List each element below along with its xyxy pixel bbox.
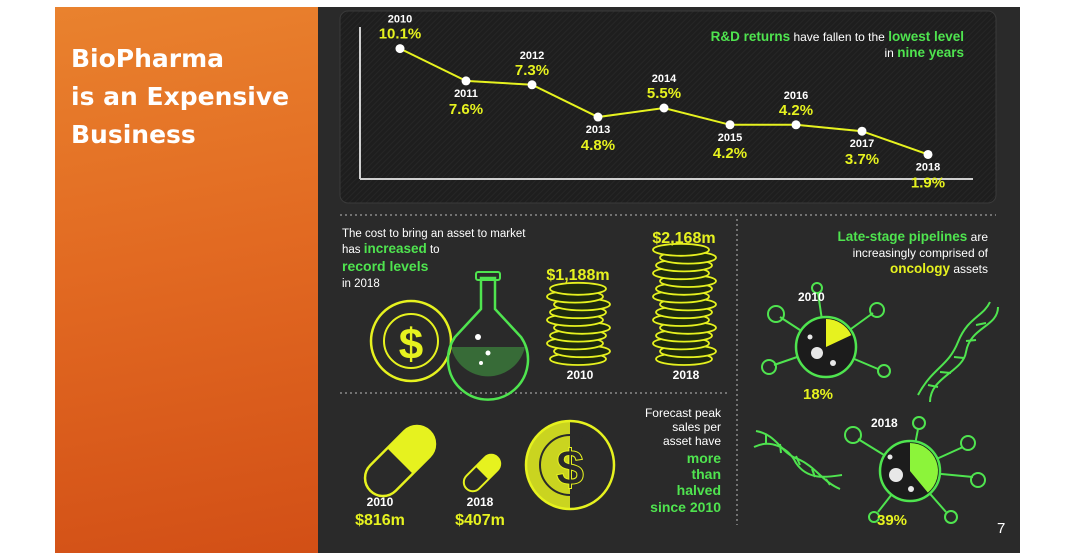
svg-text:record levels: record levels (342, 258, 429, 274)
capsule-icon (363, 424, 437, 498)
returns-year-label: 2016 (784, 90, 808, 102)
returns-point (725, 120, 735, 130)
cost-year-2010: 2010 (567, 368, 594, 382)
title-line: BioPharma (71, 44, 225, 73)
cost-year-2018: 2018 (673, 368, 700, 382)
svg-text:The cost to bring an asset to: The cost to bring an asset to market (342, 228, 526, 240)
pipeline-pct-2010: 18% (803, 386, 833, 403)
returns-value-label: 3.7% (845, 151, 879, 168)
svg-text:than: than (691, 466, 721, 482)
returns-year-label: 2018 (916, 161, 940, 173)
capsule-small-icon (462, 453, 502, 493)
slide-title: BioPharma is an Expensive Business (71, 40, 311, 154)
returns-year-label: 2014 (652, 73, 677, 85)
cost-value-2010: $1,188m (546, 267, 609, 284)
returns-point (659, 103, 669, 113)
title-panel (55, 7, 318, 553)
svg-text:since 2010: since 2010 (650, 499, 721, 515)
returns-point (395, 44, 405, 54)
returns-year-label: 2010 (388, 14, 412, 26)
returns-point (857, 126, 867, 136)
title-line: Business (71, 120, 196, 149)
page-number: 7 (997, 520, 1006, 537)
pipeline-year-2018: 2018 (871, 416, 898, 430)
returns-value-label: 4.2% (713, 145, 747, 162)
coin (549, 281, 607, 296)
oncology-share-2010 (826, 319, 852, 347)
pipeline-pct-2018: 39% (877, 512, 907, 529)
returns-point (461, 76, 471, 86)
returns-year-label: 2017 (850, 138, 874, 150)
oncology-share-2018 (910, 443, 938, 493)
pipeline-text: Late-stage pipelines are increasingly co… (838, 229, 989, 276)
returns-year-label: 2015 (718, 132, 742, 144)
cost-text: The cost to bring an asset to market has… (342, 228, 526, 290)
infographic: R&D returns have fallen to the lowest le… (318, 7, 1020, 553)
svg-text:in 2018: in 2018 (342, 278, 380, 290)
svg-text:Late-stage pipelines are: Late-stage pipelines are (838, 229, 989, 244)
returns-value-label: 7.6% (449, 101, 483, 118)
returns-year-label: 2011 (454, 88, 478, 100)
svg-text:$: $ (399, 320, 423, 369)
returns-heading-line2: in nine years (885, 45, 964, 60)
returns-value-label: 10.1% (379, 26, 422, 43)
cost-value-2018: $2,168m (652, 230, 715, 247)
returns-value-label: 5.5% (647, 85, 681, 102)
svg-text:more: more (687, 450, 721, 466)
sales-text: Forecast peak sales per asset have more … (645, 406, 722, 515)
svg-text:Forecast peak: Forecast peak (645, 406, 722, 420)
svg-text:oncology assets: oncology assets (890, 261, 988, 276)
returns-value-label: 1.9% (911, 174, 945, 191)
returns-year-label: 2012 (520, 50, 544, 62)
coin-stack-2010 (546, 281, 611, 366)
svg-text:has increased to: has increased to (342, 241, 440, 256)
returns-value-label: 4.8% (581, 137, 615, 154)
svg-text:increasingly comprised of: increasingly comprised of (853, 246, 989, 260)
virus-2018-dots (887, 454, 914, 492)
dna-icon (917, 301, 999, 403)
returns-year-label: 2013 (586, 124, 610, 136)
sales-year-2018: 2018 (467, 495, 494, 509)
flask-icon (446, 271, 530, 401)
coin (652, 242, 710, 257)
returns-value-label: 4.2% (779, 102, 813, 119)
sales-value-2018: $407m (455, 512, 505, 529)
sales-year-2010: 2010 (367, 495, 394, 509)
svg-text:halved: halved (677, 482, 721, 498)
returns-heading-line1: R&D returns have fallen to the lowest le… (711, 29, 964, 44)
coin-stack-2018 (652, 242, 717, 366)
svg-text:sales per: sales per (672, 420, 721, 434)
pipeline-year-2010: 2010 (798, 290, 825, 304)
svg-text:$: $ (556, 440, 584, 496)
returns-point (593, 112, 603, 122)
returns-axes (359, 27, 973, 180)
returns-value-label: 7.3% (515, 62, 549, 79)
dna-icon (753, 430, 843, 490)
virus-2010-dots (807, 334, 836, 366)
returns-point (791, 120, 801, 130)
dollar-coin-icon: $ (369, 299, 453, 383)
returns-point (923, 149, 933, 159)
half-dollar-coin-icon: $ (524, 419, 616, 511)
returns-point (527, 80, 537, 90)
sales-value-2010: $816m (355, 512, 405, 529)
title-line: is an Expensive (71, 82, 290, 111)
svg-text:asset have: asset have (663, 434, 721, 448)
